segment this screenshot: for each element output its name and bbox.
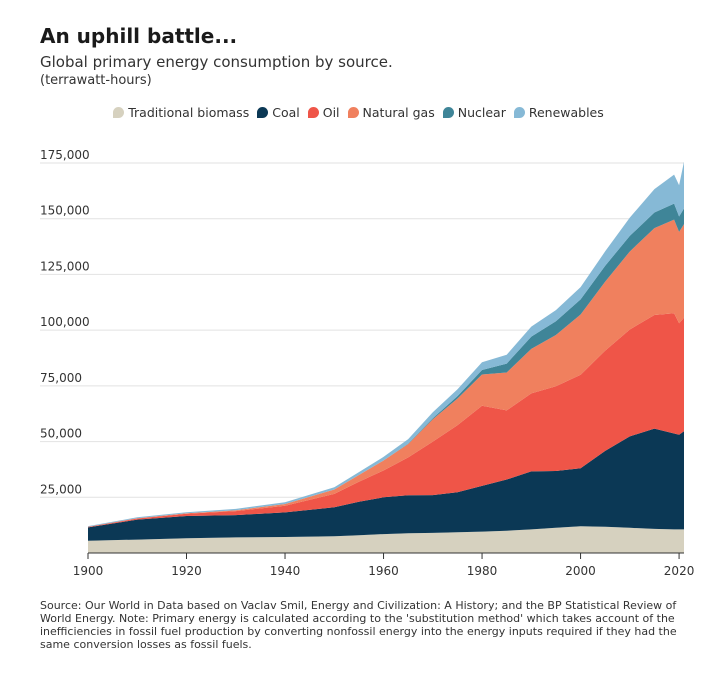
area-oil <box>88 313 684 528</box>
y-tick-label: 50,000 <box>40 427 82 441</box>
y-tick-label: 150,000 <box>40 204 90 218</box>
chart-subtitle: Global primary energy consumption by sou… <box>40 53 393 71</box>
x-tick-label: 1940 <box>270 564 301 578</box>
source-note: Source: Our World in Data based on Vacla… <box>40 599 677 651</box>
x-tick-label: 2000 <box>565 564 596 578</box>
x-tick-label: 1900 <box>73 564 104 578</box>
legend-item-natural-gas: Natural gas <box>347 105 435 120</box>
legend-label: Traditional biomass <box>128 105 250 120</box>
legend-swatch <box>307 107 319 118</box>
legend-label: Renewables <box>528 105 604 120</box>
chart-title: An uphill battle... <box>40 24 238 48</box>
y-tick-label: 175,000 <box>40 148 90 162</box>
y-tick-label: 75,000 <box>40 371 82 385</box>
legend-label: Nuclear <box>457 105 506 120</box>
legend-item-coal: Coal <box>257 105 300 120</box>
y-tick-label: 100,000 <box>40 315 90 329</box>
legend-item-traditional-biomass: Traditional biomass <box>113 105 249 120</box>
unit-note: (terrawatt-hours) <box>40 73 152 88</box>
y-tick-label: 25,000 <box>40 482 82 496</box>
legend-label: Oil <box>322 105 340 120</box>
area-chart: 25,000 50,000 75,000 100,000 125,000 150,000 1… <box>40 148 695 578</box>
x-tick-label: 1920 <box>171 564 202 578</box>
legend-label: Coal <box>272 105 300 120</box>
legend: Traditional biomass Coal Oil Natural gas Nuc… <box>0 105 717 120</box>
legend-item-renewables: Renewables <box>513 105 604 120</box>
y-tick-label: 125,000 <box>40 259 90 273</box>
x-tick-label: 2020 <box>664 564 695 578</box>
legend-item-nuclear: Nuclear <box>442 105 506 120</box>
x-tick-label: 1960 <box>368 564 399 578</box>
legend-item-oil: Oil <box>307 105 340 120</box>
legend-swatch <box>442 107 454 118</box>
area-natural-gas <box>88 219 684 527</box>
area-coal <box>88 428 684 541</box>
area-traditional-biomass <box>88 526 684 553</box>
legend-swatch <box>347 107 359 118</box>
x-tick-label: 1980 <box>467 564 498 578</box>
legend-swatch <box>257 107 269 118</box>
legend-swatch <box>113 107 125 118</box>
legend-swatch <box>513 107 525 118</box>
legend-label: Natural gas <box>362 105 435 120</box>
